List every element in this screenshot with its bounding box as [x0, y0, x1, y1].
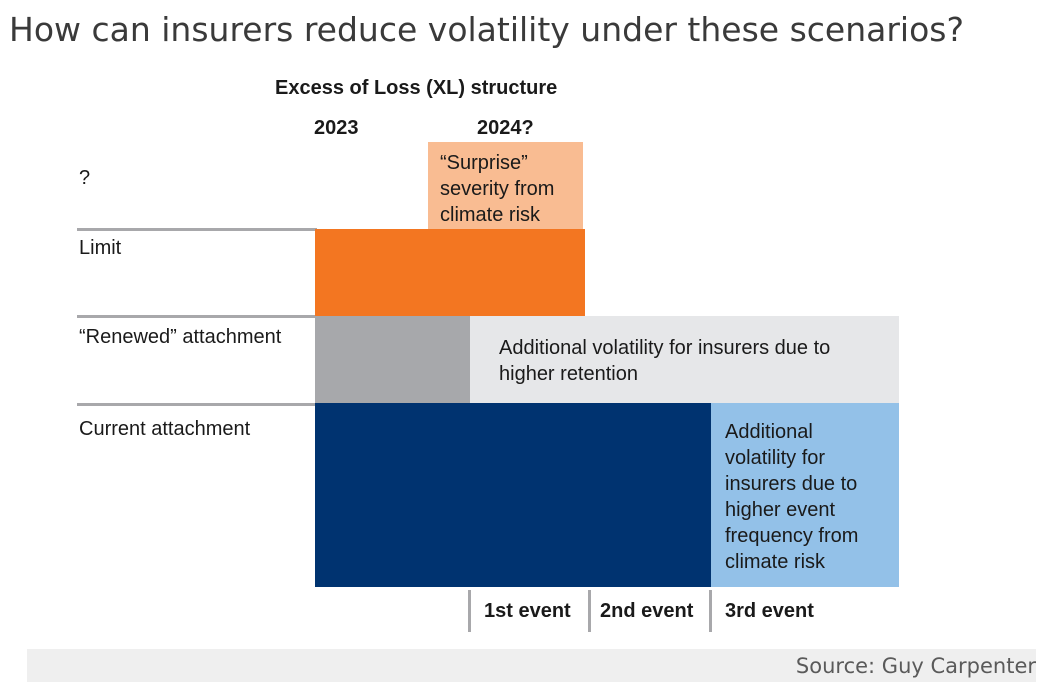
event-label-1st: 1st event: [484, 600, 571, 622]
row-label-unknown: ?: [79, 167, 91, 189]
diagram-heading: Excess of Loss (XL) structure: [275, 77, 558, 99]
frequency-text-line-5: frequency from: [725, 525, 859, 547]
frequency-text-line-1: Additional: [725, 421, 813, 443]
frequency-text-line-4: higher event: [725, 499, 836, 521]
surprise-text-line-3: climate risk: [440, 204, 541, 226]
event-label-3rd: 3rd event: [725, 600, 814, 622]
row-label-current-attachment: Current attachment: [79, 418, 251, 440]
frequency-text-line-3: insurers due to: [725, 473, 858, 495]
renewed-attachment-block: [315, 316, 470, 403]
year-label-2024: 2024?: [477, 117, 534, 139]
current-attachment-block: [315, 403, 711, 587]
event-separator-3: [709, 590, 712, 632]
year-label-2023: 2023: [314, 117, 359, 139]
surprise-severity-block: “Surprise” severity from climate risk: [428, 142, 583, 229]
frequency-volatility-block: Additional volatility for insurers due t…: [711, 403, 899, 587]
retention-text-line-1: Additional volatility for insurers due t…: [499, 337, 831, 359]
event-label-2nd: 2nd event: [600, 600, 694, 622]
divider-renewed: [77, 315, 317, 318]
event-separator-1: [468, 590, 471, 632]
divider-limit: [77, 228, 317, 231]
retention-volatility-band: Additional volatility for insurers due t…: [470, 316, 899, 403]
event-separator-2: [588, 590, 591, 632]
surprise-text-line-1: “Surprise”: [440, 152, 528, 174]
page-title: How can insurers reduce volatility under…: [9, 10, 964, 49]
frequency-text-line-2: volatility for: [725, 447, 826, 469]
surprise-text-line-2: severity from: [440, 178, 555, 200]
retention-text-line-2: higher retention: [499, 363, 638, 385]
row-label-renewed-attachment: “Renewed” attachment: [79, 326, 282, 348]
frequency-text-line-6: climate risk: [725, 551, 826, 573]
limit-block: [315, 229, 585, 316]
footer-band: [27, 649, 1036, 682]
row-label-limit: Limit: [79, 237, 122, 259]
divider-current: [77, 403, 317, 406]
source-note: Source: Guy Carpenter: [795, 654, 1036, 678]
